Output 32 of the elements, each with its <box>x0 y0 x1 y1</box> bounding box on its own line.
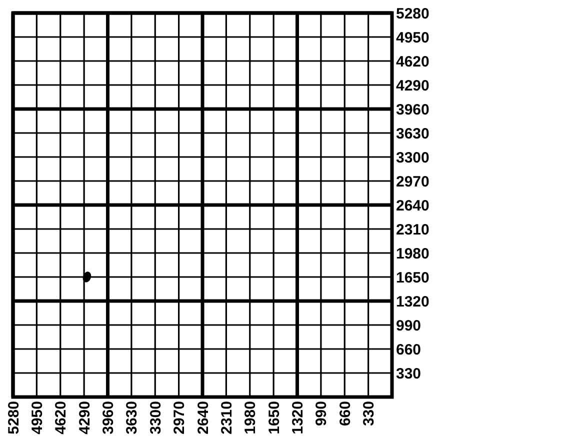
y-tick-label: 990 <box>396 317 422 334</box>
y-tick-label: 1320 <box>396 293 430 310</box>
y-tick-label: 1650 <box>396 269 430 286</box>
x-tick-label: 660 <box>336 401 354 426</box>
y-tick-label: 4620 <box>396 53 430 70</box>
y-tick-label: 660 <box>396 341 422 358</box>
x-tick-label: 1980 <box>242 401 260 434</box>
y-tick-label: 330 <box>396 365 422 382</box>
x-tick-label: 1320 <box>290 401 306 434</box>
x-tick-label: 3300 <box>147 401 164 434</box>
x-tick-label: 3630 <box>124 401 141 434</box>
y-tick-label: 4950 <box>396 29 430 46</box>
x-tick-label: 2640 <box>194 401 212 434</box>
x-tick-label: 990 <box>313 401 330 426</box>
y-tick-label: 2640 <box>396 197 430 214</box>
x-tick-label: 2310 <box>218 401 236 434</box>
y-tick-label: 5280 <box>396 5 430 22</box>
y-tick-label: 4290 <box>396 77 430 94</box>
x-tick-label: 4620 <box>52 401 70 434</box>
y-tick-label: 3960 <box>396 101 430 118</box>
y-tick-label: 3300 <box>396 149 430 166</box>
x-tick-label: 330 <box>360 401 378 426</box>
x-tick-label: 2970 <box>171 401 188 434</box>
x-tick-label: 4950 <box>28 401 46 434</box>
y-tick-label: 3630 <box>396 125 430 142</box>
x-tick-label: 4290 <box>76 401 94 434</box>
y-tick-label: 1980 <box>396 245 430 262</box>
y-tick-label: 2970 <box>396 173 430 190</box>
x-tick-label: 3960 <box>100 401 117 434</box>
y-tick-label: 2310 <box>396 221 430 238</box>
x-tick-label: 5280 <box>5 401 22 434</box>
x-tick-label: 1650 <box>266 401 283 434</box>
